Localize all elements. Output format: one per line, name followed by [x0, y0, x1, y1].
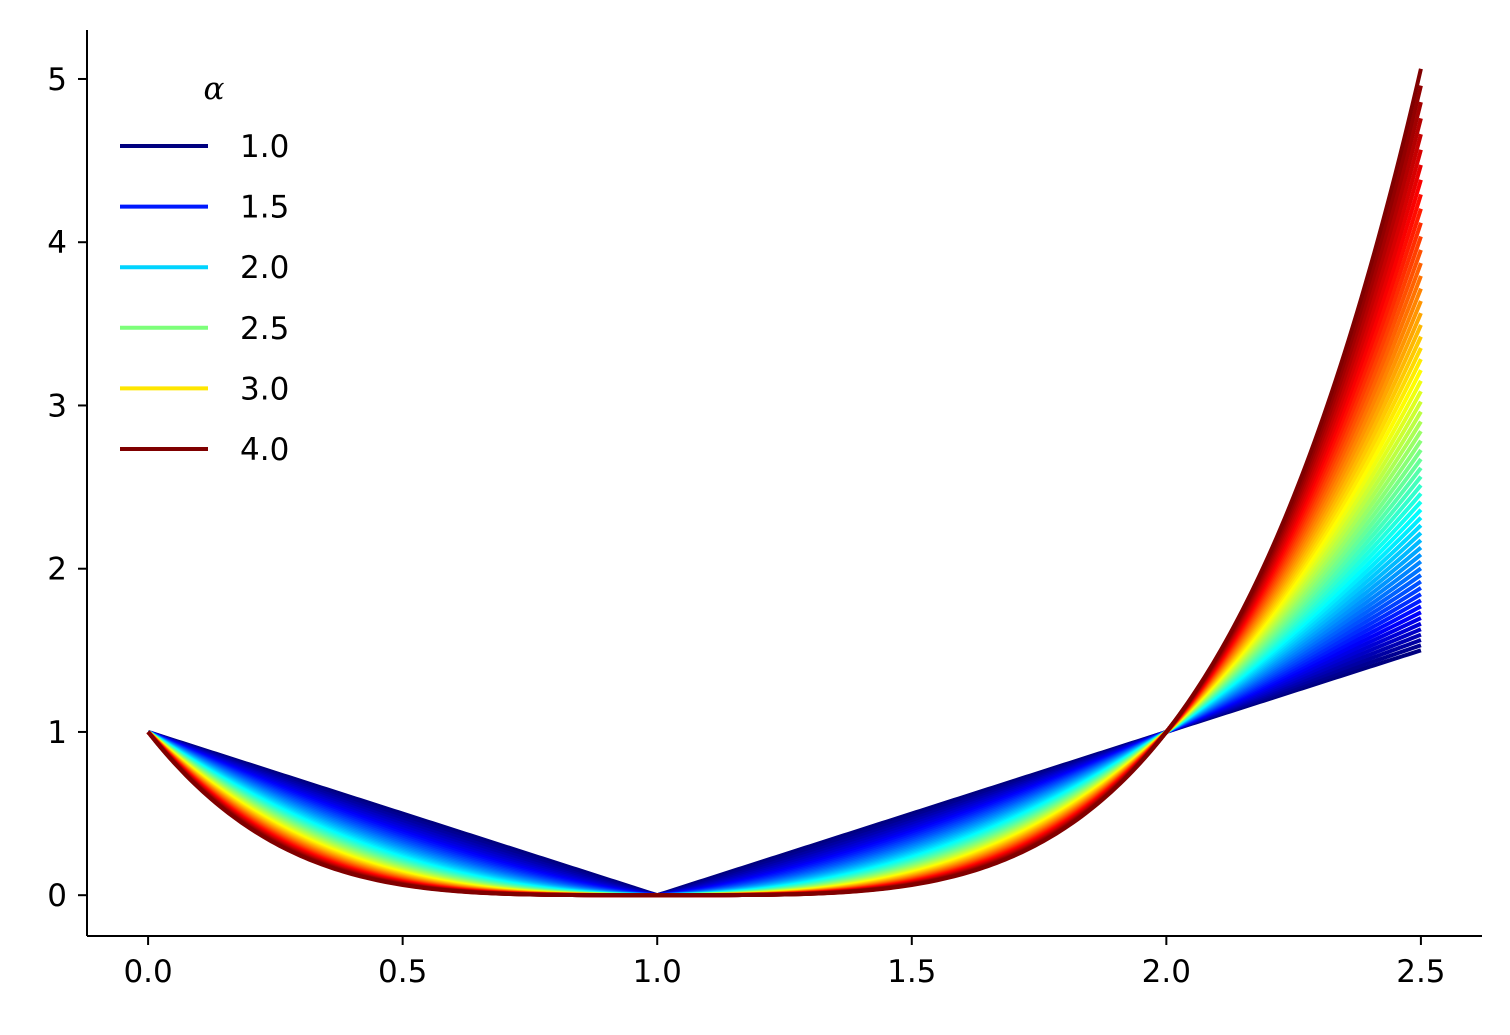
y-tick-label: 0 [47, 878, 67, 914]
y-tick-label: 2 [47, 552, 67, 588]
legend-label: 3.0 [240, 371, 289, 407]
curve-alpha-3.90 [146, 101, 1423, 898]
x-tick-label: 1.5 [887, 954, 936, 990]
y-tick-label: 3 [47, 388, 67, 424]
y-tick-label: 4 [47, 225, 67, 261]
curve-alpha-3.75 [146, 149, 1423, 898]
x-tick-label: 0.5 [378, 954, 427, 990]
legend-label: 1.0 [240, 129, 289, 165]
curve-alpha-3.95 [146, 85, 1423, 898]
legend-title: α [204, 71, 225, 107]
x-tick-label: 2.5 [1396, 954, 1445, 990]
curve-alpha-3.64 [146, 179, 1423, 898]
curve-alpha-3.69 [146, 164, 1423, 898]
legend-label: 2.0 [240, 250, 289, 286]
legend: α 1.0 1.5 2.0 2.5 3.0 4.0 [120, 71, 289, 468]
curve-alpha-3.59 [146, 193, 1423, 898]
curve-alpha-3.85 [146, 117, 1423, 898]
axes-group: 0.0 0.5 1.0 1.5 2.0 2.5 0 1 2 3 4 5 [47, 30, 1482, 990]
legend-label: 1.5 [240, 190, 289, 226]
legend-label: 4.0 [240, 432, 289, 468]
curves-group [146, 68, 1423, 898]
x-tick-label: 2.0 [1142, 954, 1191, 990]
curve-alpha-3.80 [146, 133, 1423, 898]
legend-label: 2.5 [240, 311, 289, 347]
curve-alpha-4.00 [146, 68, 1423, 898]
y-tick-label: 1 [47, 715, 67, 751]
x-tick-label: 0.0 [123, 954, 172, 990]
y-tick-label: 5 [47, 62, 67, 98]
x-tick-label: 1.0 [633, 954, 682, 990]
